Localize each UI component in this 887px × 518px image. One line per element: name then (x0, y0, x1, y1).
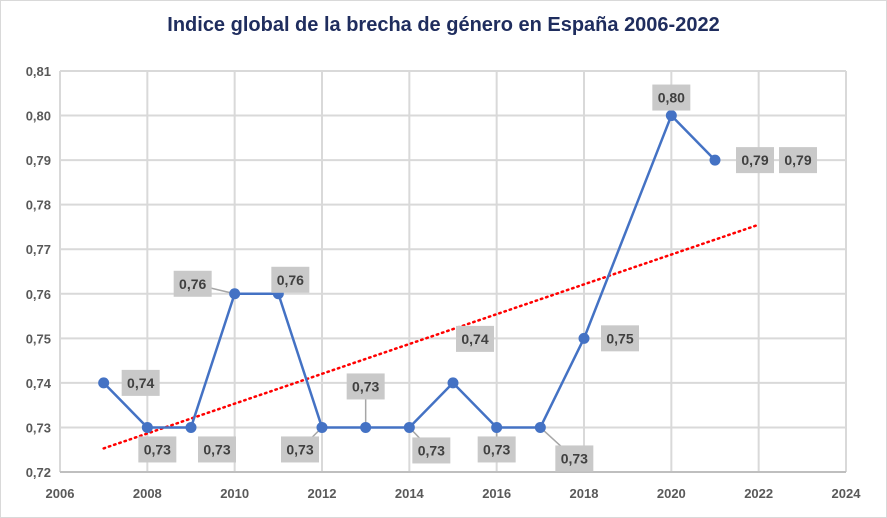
y-tick-label: 0,81 (26, 64, 51, 79)
y-tick-label: 0,79 (26, 153, 51, 168)
data-label: 0,79 (741, 152, 768, 168)
series-line (102, 113, 716, 429)
data-label: 0,73 (418, 442, 445, 458)
data-point (229, 288, 241, 300)
data-label-box (779, 147, 817, 174)
data-label: 0,73 (286, 441, 313, 457)
data-point (360, 421, 372, 433)
data-label-box (736, 147, 774, 174)
trendline (102, 223, 760, 450)
y-tick-label: 0,74 (26, 376, 52, 391)
y-tick-label: 0,76 (26, 287, 51, 302)
y-tick-label: 0,80 (26, 109, 51, 124)
y-tick-label: 0,77 (26, 242, 51, 257)
x-tick-label: 2012 (308, 486, 337, 501)
data-label: 0,74 (461, 331, 488, 347)
chart-title: Indice global de la brecha de género en … (167, 14, 720, 36)
data-label-box (601, 325, 639, 352)
data-label: 0,80 (658, 90, 685, 106)
y-tick-label: 0,72 (26, 465, 51, 480)
x-tick-label: 2020 (657, 486, 686, 501)
data-label-box (173, 270, 212, 297)
data-point (403, 421, 415, 433)
data-label: 0,76 (277, 272, 304, 288)
x-tick-label: 2010 (220, 486, 249, 501)
x-tick-label: 2008 (133, 486, 162, 501)
data-label-box (198, 436, 236, 463)
x-tick-label: 2006 (46, 486, 75, 501)
data-label-box (121, 369, 160, 396)
data-label-box (138, 436, 177, 463)
data-point (491, 421, 503, 433)
data-point (98, 377, 110, 389)
data-label: 0,73 (483, 441, 510, 457)
data-label-box (271, 266, 310, 293)
data-label-box (412, 437, 451, 464)
data-label-box (281, 436, 319, 463)
y-tick-label: 0,75 (26, 331, 51, 346)
data-label: 0,79 (784, 152, 811, 168)
x-tick-label: 2022 (744, 486, 773, 501)
data-label-box (555, 445, 594, 472)
data-point (709, 154, 721, 166)
data-point (185, 421, 197, 433)
x-tick-label: 2018 (570, 486, 599, 501)
data-label: 0,76 (179, 276, 206, 292)
data-point (665, 110, 677, 122)
y-tick-label: 0,73 (26, 420, 51, 435)
data-label: 0,73 (352, 378, 379, 394)
data-label-box (652, 84, 691, 111)
data-point (316, 421, 328, 433)
data-point (578, 332, 590, 344)
data-point (534, 421, 546, 433)
data-label-box (456, 325, 494, 352)
data-point (447, 377, 459, 389)
data-label: 0,74 (127, 375, 154, 391)
data-label: 0,73 (203, 441, 230, 457)
data-label: 0,75 (606, 330, 633, 346)
data-label-box (477, 436, 516, 463)
x-tick-label: 2014 (395, 486, 425, 501)
data-label: 0,73 (561, 450, 588, 466)
x-tick-label: 2024 (832, 486, 862, 501)
y-tick-label: 0,78 (26, 198, 51, 213)
data-label: 0,73 (144, 441, 171, 457)
data-label-box (346, 373, 385, 400)
data-point (141, 421, 153, 433)
x-tick-label: 2016 (482, 486, 511, 501)
